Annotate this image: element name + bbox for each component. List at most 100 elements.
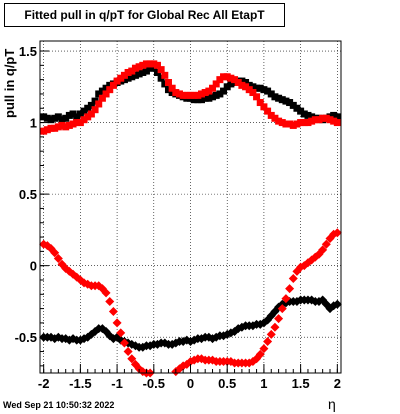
x-tick-label: 1.5	[292, 376, 310, 391]
data-point-square	[322, 114, 330, 122]
data-point-square	[201, 94, 209, 102]
data-point-diamond	[101, 288, 111, 298]
data-point-square	[242, 79, 250, 86]
data-point-square	[293, 120, 301, 128]
data-point-diamond	[53, 254, 63, 264]
data-point-square	[198, 96, 206, 104]
data-point-square	[62, 123, 70, 131]
data-point-square	[124, 68, 132, 76]
data-point-square	[157, 66, 165, 74]
x-tick-label: -1.5	[69, 376, 91, 391]
data-point-square	[120, 71, 128, 79]
axis-ticks: -2 -1.5 -1 -0.5 0 0.5 1 1.5 2 -0.5 0 0.5 1 1.5	[15, 44, 341, 391]
x-tick-label: 0.5	[218, 376, 236, 391]
x-tick-label: -0.5	[143, 376, 165, 391]
data-point-square	[150, 64, 158, 72]
data-point-diamond	[332, 299, 342, 309]
data-point-square	[286, 99, 294, 107]
data-point-square	[271, 93, 279, 101]
data-point-square	[168, 89, 176, 97]
data-point-diamond	[105, 296, 115, 306]
data-point-square	[139, 61, 147, 69]
data-point-square	[333, 113, 341, 121]
data-point-square	[95, 100, 103, 108]
data-point-square	[95, 90, 103, 98]
data-point-square	[58, 116, 66, 124]
data-point-square	[135, 70, 143, 78]
data-point-square	[47, 116, 55, 124]
data-point-square	[227, 80, 235, 88]
x-axis-label: η	[328, 396, 336, 412]
data-point-square	[216, 76, 224, 84]
data-point-square	[131, 71, 139, 79]
data-point-diamond	[281, 294, 291, 304]
data-point-square	[187, 91, 194, 99]
data-point-square	[65, 111, 73, 119]
data-point-square	[289, 101, 297, 109]
data-point-square	[87, 110, 95, 118]
data-point-diamond	[116, 328, 126, 338]
data-point-square	[76, 110, 84, 118]
data-point-square	[161, 80, 169, 88]
data-point-square	[238, 77, 246, 85]
data-point-square	[245, 81, 253, 89]
data-point-diamond	[332, 228, 342, 238]
data-point-square	[69, 120, 77, 128]
data-point-square	[304, 119, 312, 127]
y-tick-label: 1.5	[19, 44, 37, 59]
data-point-square	[164, 79, 172, 86]
data-point-square	[297, 119, 305, 127]
data-point-square	[264, 87, 272, 95]
data-point-square	[275, 117, 283, 125]
data-point-square	[238, 81, 246, 89]
data-point-square	[80, 107, 88, 115]
data-point-square	[98, 87, 106, 95]
data-point-diamond	[50, 248, 60, 258]
data-point-square	[142, 60, 150, 68]
data-point-square	[106, 86, 114, 94]
data-point-diamond	[285, 284, 295, 294]
data-point-square	[153, 68, 161, 76]
data-point-square	[267, 111, 275, 119]
data-point-square	[289, 121, 297, 129]
data-point-square	[260, 103, 268, 111]
data-point-square	[333, 119, 341, 127]
data-point-square	[304, 111, 312, 119]
data-point-square	[47, 124, 55, 132]
y-tick-label: 1	[30, 116, 37, 131]
data-point-diamond	[127, 354, 137, 364]
data-point-square	[172, 89, 180, 97]
data-point-square	[194, 96, 202, 104]
data-point-square	[198, 90, 206, 98]
data-point-square	[223, 73, 231, 81]
data-point-square	[73, 113, 81, 121]
data-point-square	[175, 90, 183, 98]
data-point-square	[234, 79, 242, 86]
data-point-diamond	[112, 318, 122, 328]
data-point-square	[54, 123, 62, 131]
data-point-square	[194, 91, 202, 99]
data-point-square	[62, 114, 70, 122]
data-point-diamond	[263, 337, 273, 347]
data-point-square	[256, 99, 264, 107]
data-point-square	[80, 116, 88, 124]
chart-title: Fitted pull in q/pT for Global Rec All E…	[4, 3, 285, 27]
data-point-square	[128, 67, 136, 75]
data-point-square	[124, 74, 132, 82]
data-point-square	[278, 119, 286, 127]
data-point-square	[308, 117, 316, 125]
data-point-square	[120, 76, 128, 84]
data-point-square	[326, 116, 334, 124]
data-point-square	[91, 97, 99, 105]
data-point-square	[87, 101, 95, 109]
data-point-square	[227, 74, 235, 82]
data-point-square	[150, 60, 158, 68]
data-point-square	[205, 87, 213, 95]
y-axis-label: pull in q/pT	[2, 48, 17, 118]
data-point-square	[216, 90, 224, 98]
y-tick-label: -0.5	[15, 330, 37, 345]
data-point-diamond	[119, 338, 129, 348]
data-point-square	[212, 80, 220, 88]
data-point-square	[98, 94, 106, 102]
